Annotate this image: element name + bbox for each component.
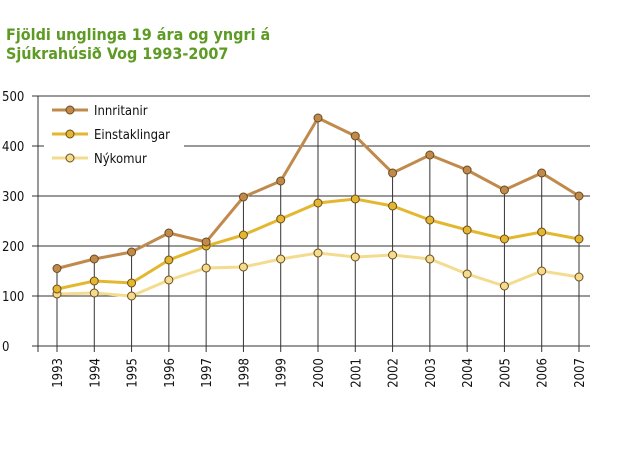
data-point [350, 252, 360, 262]
data-point [313, 198, 323, 208]
y-tick-label: 100 [2, 290, 24, 305]
data-point [276, 176, 286, 186]
data-point [499, 185, 509, 195]
data-point [462, 165, 472, 175]
chart-title: Fjöldi unglinga 19 ára og yngri á [6, 25, 270, 44]
data-point [537, 227, 547, 237]
data-point [89, 288, 99, 298]
data-point [388, 168, 398, 178]
data-point [89, 254, 99, 264]
data-point [201, 237, 211, 247]
legend-marker [65, 105, 75, 115]
y-tick-label: 0 [2, 340, 9, 355]
data-point [574, 191, 584, 201]
data-point [127, 291, 137, 301]
x-tick-label: 1996 [163, 358, 178, 388]
data-point [499, 234, 509, 244]
legend: Innritanir Einstaklingar Nýkomur [44, 100, 184, 182]
data-point [164, 255, 174, 265]
x-tick-label: 1998 [237, 358, 252, 388]
legend-marker [65, 153, 75, 163]
legend-label: Nýkomur [94, 152, 147, 167]
data-point [238, 192, 248, 202]
data-point [238, 230, 248, 240]
data-point [313, 113, 323, 123]
x-tick-label: 1995 [126, 358, 141, 388]
data-point [350, 131, 360, 141]
x-tick-label: 2001 [349, 358, 364, 388]
x-tick-label: 1997 [200, 358, 215, 388]
x-tick-label: 2000 [312, 358, 327, 388]
data-point [537, 266, 547, 276]
x-tick-label: 1993 [51, 358, 66, 388]
y-tick-label: 500 [2, 90, 24, 105]
data-point [388, 250, 398, 260]
data-point [350, 194, 360, 204]
x-tick-label: 2007 [573, 358, 588, 388]
y-tick-label: 300 [2, 190, 24, 205]
data-point [238, 262, 248, 272]
legend-box [44, 100, 184, 182]
data-point [462, 225, 472, 235]
data-point [201, 263, 211, 273]
x-tick-label: 1999 [275, 358, 290, 388]
data-point [52, 284, 62, 294]
data-point [127, 247, 137, 257]
data-point [276, 254, 286, 264]
data-point [52, 264, 62, 273]
data-point [425, 215, 435, 225]
x-tick-label: 2002 [387, 358, 402, 388]
data-point [388, 201, 398, 211]
data-point [499, 281, 509, 291]
y-tick-label: 200 [2, 240, 24, 255]
data-point [276, 214, 286, 224]
x-tick-label: 2004 [461, 358, 476, 388]
legend-marker [65, 129, 75, 139]
data-point [425, 254, 435, 264]
chart-title: Sjúkrahúsið Vog 1993-2007 [6, 44, 228, 63]
data-point [313, 248, 323, 258]
data-point [127, 278, 137, 288]
legend-label: Innritanir [94, 104, 148, 119]
data-point [164, 275, 174, 285]
x-tick-label: 2003 [424, 358, 439, 388]
data-point [537, 168, 547, 178]
x-tick-label: 1994 [88, 358, 103, 388]
data-point [574, 234, 584, 244]
data-point [164, 228, 174, 238]
data-point [89, 276, 99, 286]
x-tick-label: 2005 [498, 358, 513, 388]
y-tick-label: 400 [2, 140, 24, 155]
data-point [574, 272, 584, 282]
legend-label: Einstaklingar [94, 128, 170, 143]
data-point [462, 269, 472, 279]
data-point [425, 150, 435, 160]
x-tick-label: 2006 [536, 358, 551, 388]
